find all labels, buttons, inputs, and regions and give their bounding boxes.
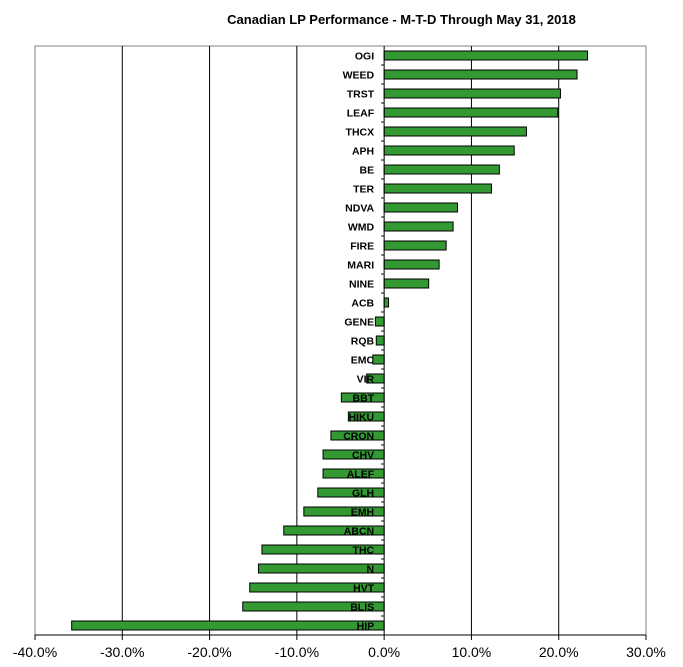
bar-leaf	[383, 107, 559, 118]
category-label: CHV	[352, 450, 374, 462]
category-label: OGI	[355, 51, 374, 63]
category-label: TER	[353, 184, 374, 196]
category-label: CRON	[343, 431, 374, 443]
category-label: NDVA	[345, 203, 374, 215]
category-label: EMH	[351, 507, 374, 519]
category-label: EMC	[351, 355, 375, 367]
category-label: THCX	[346, 127, 375, 139]
bar-ndva	[383, 202, 458, 213]
bar-thcx	[383, 126, 527, 137]
category-label: ACB	[351, 298, 374, 310]
x-tick-label: 20.0%	[539, 644, 579, 660]
x-tick-label: -40.0%	[13, 644, 57, 660]
bar-ter	[383, 183, 493, 194]
category-label: NINE	[349, 279, 374, 291]
bar-wmd	[383, 221, 454, 232]
category-label: HIP	[357, 621, 375, 633]
bar-ogi	[383, 50, 589, 61]
category-label: APH	[352, 146, 374, 158]
x-tick-label: 0.0%	[368, 644, 400, 660]
category-label: RQB	[351, 336, 375, 348]
bar-nine	[383, 278, 430, 289]
bar-aph	[383, 145, 515, 156]
category-label: VIR	[357, 374, 375, 386]
x-tick-label: -10.0%	[275, 644, 319, 660]
category-label: ABCN	[344, 526, 374, 538]
bar-n	[257, 563, 385, 574]
category-label: LEAF	[347, 108, 375, 120]
category-label: ALEF	[347, 469, 375, 481]
bar-be	[383, 164, 500, 175]
category-label: HIKU	[348, 412, 374, 424]
bar-rqb	[375, 335, 385, 346]
category-label: WEED	[343, 70, 375, 82]
bar-glh	[317, 487, 385, 498]
bar-hip	[71, 620, 385, 631]
category-label: BLIS	[350, 602, 374, 614]
category-label: GLH	[352, 488, 374, 500]
plot-area	[34, 45, 647, 636]
category-label: TRST	[347, 89, 375, 101]
bar-emc	[372, 354, 385, 365]
category-label: BBT	[353, 393, 375, 405]
chart-title: Canadian LP Performance - M-T-D Through …	[227, 12, 576, 27]
bar-weed	[383, 69, 578, 80]
bar-gene	[374, 316, 385, 327]
x-tick-label: -30.0%	[100, 644, 144, 660]
x-tick-label: -20.0%	[187, 644, 231, 660]
category-label: N	[367, 564, 375, 576]
category-label: BE	[360, 165, 375, 177]
bar-acb	[383, 297, 390, 308]
bar-fire	[383, 240, 447, 251]
category-label: FIRE	[350, 241, 374, 253]
category-label: MARI	[347, 260, 374, 272]
x-tick-label: 10.0%	[452, 644, 492, 660]
bar-mari	[383, 259, 440, 270]
x-tick-label: 30.0%	[626, 644, 666, 660]
bar-trst	[383, 88, 561, 99]
category-label: HVT	[353, 583, 375, 595]
category-label: GENE	[344, 317, 374, 329]
category-label: WMD	[348, 222, 375, 234]
category-label: THC	[353, 545, 375, 557]
